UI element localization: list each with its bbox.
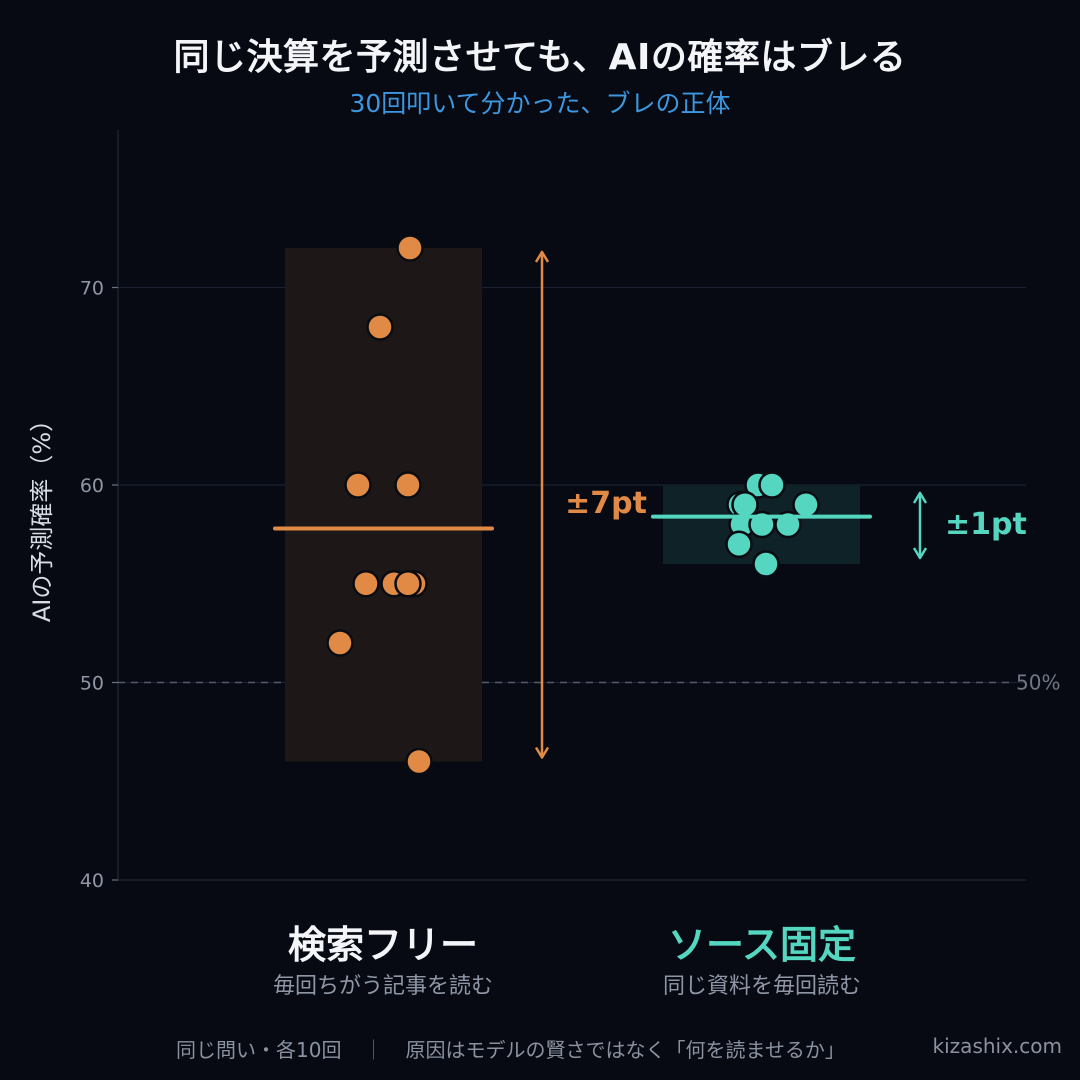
data-point-0-3 (394, 471, 422, 499)
data-point-0-0 (396, 234, 424, 262)
spread-label-0: ±7pt (565, 486, 647, 521)
y-tick-label-70: 70 (80, 278, 104, 300)
data-point-1-7 (725, 530, 753, 558)
footer-separator: ｜ (363, 1038, 384, 1062)
chart-title: 同じ決算を予測させても、AIの確率はブレる (173, 37, 907, 78)
category-subtitle-search-free: 毎回ちがう記事を読む (272, 974, 493, 999)
spread-arrow-head-bottom-1 (912, 547, 928, 560)
category-label-source-fixed: ソース固定 (667, 923, 857, 967)
y-tick-label-40: 40 (80, 870, 104, 892)
data-point-0-2 (344, 471, 372, 499)
spread-arrow-head-top-1 (912, 491, 928, 504)
category-label-search-free: 検索フリー (287, 923, 478, 967)
data-point-1-1 (758, 471, 786, 499)
data-point-1-3 (792, 491, 820, 519)
data-point-0-7 (394, 570, 422, 598)
y-tick-label-60: 60 (80, 475, 104, 497)
footer-left-text: 同じ問い・各10回 (176, 1038, 342, 1062)
reference-line-label: 50% (1016, 671, 1060, 695)
data-point-0-1 (366, 313, 394, 341)
footer-right-text: 原因はモデルの賢さではなく「何を読ませるか」 (405, 1038, 845, 1062)
y-axis-label: AIの予測確率（%） (28, 408, 56, 622)
data-point-0-8 (326, 629, 354, 657)
data-point-1-8 (752, 550, 780, 578)
spread-label-1: ±1pt (945, 507, 1027, 542)
category-subtitle-source-fixed: 同じ資料を毎回読む (662, 974, 861, 999)
spread-arrow-head-top-0 (534, 250, 550, 263)
footer: 同じ問い・各10回 ｜ 原因はモデルの賢さではなく「何を読ませるか」 kizashi… (0, 1034, 1080, 1064)
chart-plot: 40 50 60 70 AIの予測確率（%） 50% ±7pt ±1pt (28, 130, 1060, 892)
footer-site: kizashix.com (932, 1034, 1062, 1058)
data-point-0-9 (405, 747, 433, 776)
spread-arrow-head-bottom-0 (534, 746, 550, 759)
data-point-0-4 (352, 570, 380, 598)
footer-note: 同じ問い・各10回 ｜ 原因はモデルの賢さではなく「何を読ませるか」 (176, 1034, 845, 1063)
chart-subtitle: 30回叩いて分かった、ブレの正体 (349, 89, 731, 118)
y-tick-label-50: 50 (80, 673, 104, 695)
data-point-1-9 (731, 491, 759, 519)
